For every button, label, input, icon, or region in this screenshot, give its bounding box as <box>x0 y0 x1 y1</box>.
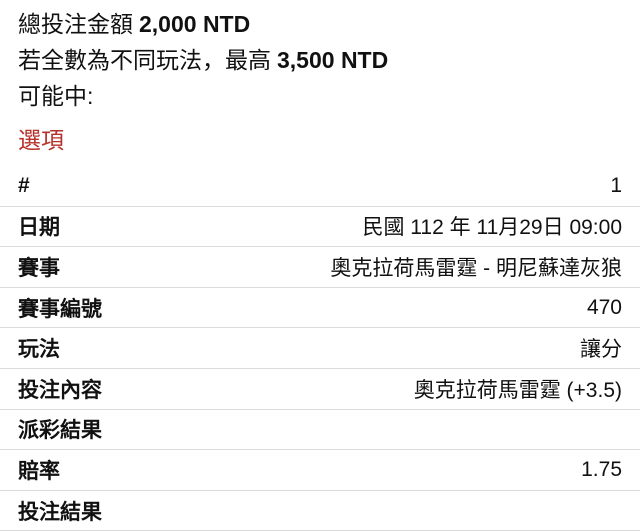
row-bet-result: 投注結果 <box>0 491 640 532</box>
row-event-value: 奧克拉荷馬雷霆 - 明尼蘇達灰狼 <box>330 256 622 280</box>
row-date-value: 民國 112 年 11月29日 09:00 <box>362 216 622 240</box>
row-bet-content-value: 奧克拉荷馬雷霆 (+3.5) <box>413 378 622 402</box>
bet-summary: 總投注金額 2,000 NTD 若全數為不同玩法，最高 3,500 NTD 可能中: <box>0 0 640 114</box>
row-event-number: 賽事編號 470 <box>0 288 640 329</box>
max-win-label: 若全數為不同玩法，最高 <box>18 47 271 73</box>
row-payout-result: 派彩結果 <box>0 410 640 451</box>
row-index: # 1 <box>0 166 640 207</box>
row-event-number-label: 賽事編號 <box>18 297 102 321</box>
row-index-label: # <box>18 173 30 197</box>
row-event-label: 賽事 <box>18 256 60 280</box>
total-bet-label: 總投注金額 <box>18 11 133 37</box>
row-play-type-value: 讓分 <box>580 338 622 362</box>
row-odds-value: 1.75 <box>581 457 622 481</box>
row-payout-result-label: 派彩結果 <box>18 419 102 443</box>
row-index-value: 1 <box>610 173 622 197</box>
row-odds: 賠率 1.75 <box>0 450 640 491</box>
row-event: 賽事 奧克拉荷馬雷霆 - 明尼蘇達灰狼 <box>0 247 640 288</box>
row-play-type-label: 玩法 <box>18 338 60 362</box>
row-bet-content: 投注內容 奧克拉荷馬雷霆 (+3.5) <box>0 369 640 410</box>
bet-detail-table: # 1 日期 民國 112 年 11月29日 09:00 賽事 奧克拉荷馬雷霆 … <box>0 166 640 532</box>
row-bet-result-label: 投注結果 <box>18 500 102 524</box>
total-bet-amount: 2,000 NTD <box>139 11 251 37</box>
row-odds-label: 賠率 <box>18 459 60 483</box>
max-win-line: 若全數為不同玩法，最高 3,500 NTD <box>18 42 622 78</box>
options-section-title: 選項 <box>18 127 64 153</box>
row-date: 日期 民國 112 年 11月29日 09:00 <box>0 207 640 248</box>
row-date-label: 日期 <box>18 216 60 240</box>
max-win-amount: 3,500 NTD <box>277 47 389 73</box>
possible-win-line: 可能中: <box>18 78 622 114</box>
row-bet-content-label: 投注內容 <box>18 378 102 402</box>
total-bet-line: 總投注金額 2,000 NTD <box>18 6 622 42</box>
row-play-type: 玩法 讓分 <box>0 328 640 369</box>
possible-win-label: 可能中: <box>18 83 94 109</box>
row-event-number-value: 470 <box>586 295 622 319</box>
